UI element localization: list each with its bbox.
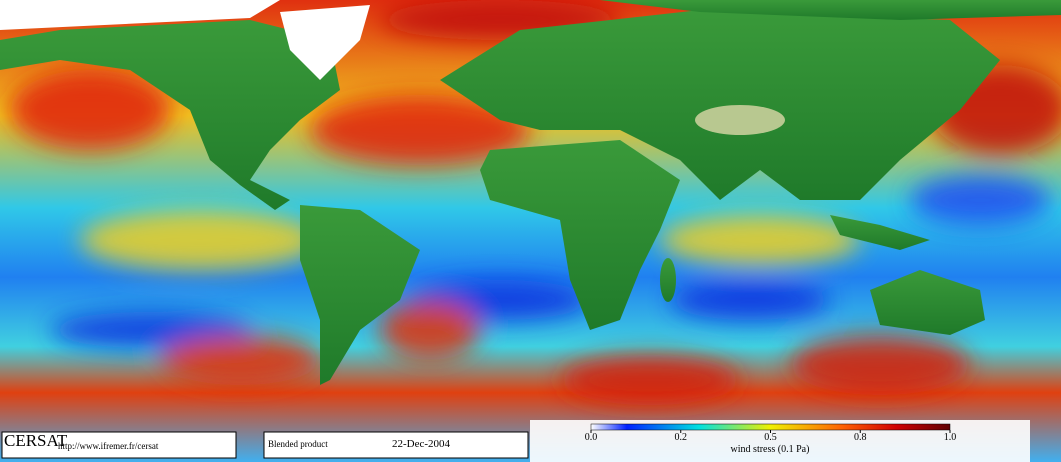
date: 22-Dec-2004	[392, 438, 451, 450]
colorbar-tick-label: 0.8	[854, 432, 867, 443]
colorbar-tick-label: 0.5	[764, 432, 777, 443]
colorbar-tick-label: 0.0	[585, 432, 598, 443]
colorbar-tick-label: 0.2	[675, 432, 688, 443]
colorbar: wind stress (0.1 Pa) 0.0 0.2 0.5 0.8 1.0	[585, 423, 957, 455]
product: Blended product	[268, 439, 328, 449]
colorbar-tick-label: 1.0	[944, 432, 957, 443]
logo: CERSAT	[4, 431, 68, 450]
colorbar-label: wind stress (0.1 Pa)	[731, 444, 810, 455]
url: http://www.ifremer.fr/cersat	[58, 441, 159, 451]
land	[0, 0, 1061, 385]
